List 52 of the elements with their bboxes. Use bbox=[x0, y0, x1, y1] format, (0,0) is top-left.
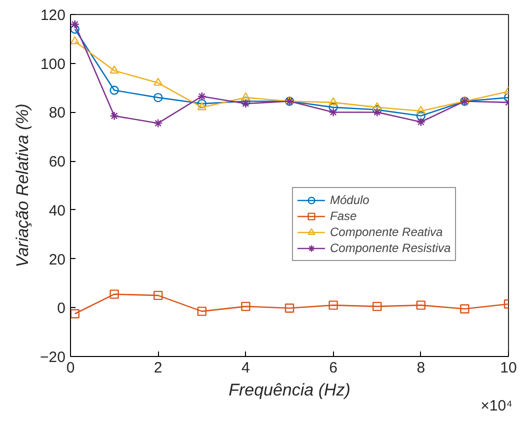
point bbox=[416, 117, 426, 127]
point bbox=[328, 108, 338, 117]
legend-label: Componente Reativa bbox=[330, 224, 443, 240]
point bbox=[416, 300, 426, 310]
point bbox=[328, 102, 338, 112]
x-tick-label: 6 bbox=[329, 360, 338, 376]
point bbox=[416, 111, 426, 120]
y-tick-label: 120 bbox=[40, 7, 66, 24]
point bbox=[154, 78, 163, 86]
point bbox=[70, 20, 80, 29]
point bbox=[154, 290, 163, 300]
y-tick-label: 0 bbox=[57, 300, 66, 318]
point bbox=[241, 92, 250, 100]
y-tick-label: 80 bbox=[48, 104, 66, 122]
point bbox=[110, 111, 119, 120]
point bbox=[154, 92, 163, 102]
point bbox=[70, 36, 80, 44]
point bbox=[372, 102, 382, 110]
point bbox=[154, 118, 163, 128]
point bbox=[197, 102, 206, 110]
text: ×10⁴ bbox=[480, 398, 512, 414]
x-tick-label: 4 bbox=[242, 360, 250, 376]
point bbox=[372, 302, 382, 312]
point bbox=[110, 86, 119, 95]
point bbox=[70, 24, 80, 34]
y-tick-label: −20 bbox=[40, 349, 66, 366]
legend-label: Componente Resistiva bbox=[330, 240, 451, 256]
x-axis-title: Frequência (Hz) bbox=[228, 380, 350, 400]
point bbox=[284, 304, 294, 313]
x-tick-label: 2 bbox=[154, 360, 162, 376]
x-tick-label: 8 bbox=[416, 360, 426, 376]
point bbox=[197, 306, 206, 316]
x-tick-label: 10 bbox=[500, 360, 517, 376]
legend-label: Módulo bbox=[330, 192, 370, 208]
point bbox=[328, 300, 338, 310]
point bbox=[460, 304, 470, 314]
point bbox=[197, 92, 206, 101]
point bbox=[110, 65, 119, 74]
y-tick-label: 100 bbox=[40, 56, 66, 73]
point bbox=[241, 99, 250, 108]
y-tick-label: 20 bbox=[48, 251, 66, 268]
legend-label: Fase bbox=[330, 208, 357, 224]
point bbox=[110, 290, 119, 299]
y-tick-label: 40 bbox=[48, 202, 66, 220]
point bbox=[197, 99, 206, 108]
point bbox=[241, 302, 250, 312]
y-axis-title: Variação Relativa (%) bbox=[13, 104, 32, 268]
y-tick-label: 60 bbox=[48, 154, 66, 171]
point bbox=[70, 309, 80, 318]
point bbox=[416, 106, 426, 114]
point bbox=[372, 108, 382, 117]
point bbox=[328, 97, 338, 106]
